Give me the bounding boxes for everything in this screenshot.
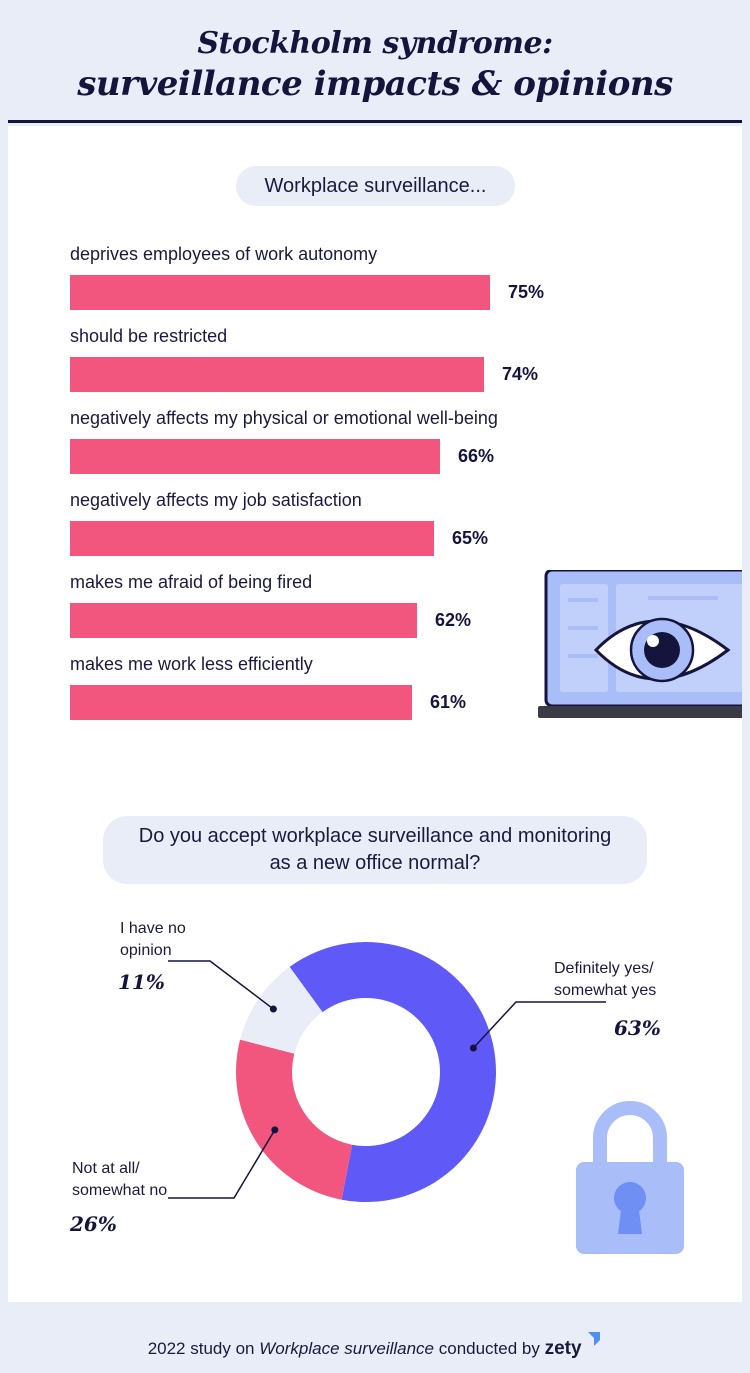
bar-value-label: 62% <box>435 610 472 630</box>
bar <box>70 521 434 556</box>
donut-slice-no <box>236 1039 353 1200</box>
footer-prefix: 2022 study on <box>147 1339 260 1358</box>
bar-chart-heading: Workplace surveillance... <box>236 166 515 206</box>
leader-dot <box>271 1126 279 1134</box>
donut-chart <box>168 942 606 1202</box>
donut-label-no-opinion: I have no opinion <box>120 918 186 962</box>
donut-value-yes: 63% <box>614 1016 661 1040</box>
leader-line <box>168 960 274 1010</box>
bar-label: negatively affects my job satisfaction <box>70 490 362 510</box>
footer: 2022 study on Workplace surveillance con… <box>0 1330 750 1360</box>
donut-label-yes: Definitely yes/ somewhat yes <box>554 958 656 1002</box>
bar <box>70 439 440 474</box>
donut-slice-yes <box>289 942 496 1202</box>
footer-suffix: conducted by <box>434 1339 545 1358</box>
content-panel: Workplace surveillance... deprives emplo… <box>8 126 742 1302</box>
donut-question: Do you accept workplace surveillance and… <box>103 816 647 884</box>
header: Stockholm syndrome: surveillance impacts… <box>8 8 742 116</box>
slice-label-line-2: somewhat yes <box>554 982 657 999</box>
donut-value-no: 26% <box>70 1212 117 1236</box>
bar-value-label: 66% <box>458 446 495 466</box>
zety-logo-icon <box>588 1332 601 1346</box>
header-divider <box>8 120 742 123</box>
bar <box>70 275 490 310</box>
footer-study-name: Workplace surveillance <box>259 1339 435 1358</box>
laptop-eye-icon <box>538 570 742 718</box>
donut-value-no-opinion: 11% <box>118 970 165 994</box>
padlock-icon <box>576 1101 684 1254</box>
donut-label-no: Not at all/ somewhat no <box>72 1158 167 1202</box>
slice-label-line-2: somewhat no <box>72 1182 168 1199</box>
bar <box>70 357 484 392</box>
leader-line <box>472 1001 606 1049</box>
bar-label: makes me afraid of being fired <box>70 572 313 592</box>
slice-label-line-1: Not at all/ <box>72 1160 140 1177</box>
leader-dot <box>269 1005 277 1013</box>
bar-value-label: 74% <box>502 364 539 384</box>
bar-label: negatively affects my physical or emotio… <box>70 408 498 428</box>
donut-slice-no-opinion <box>240 966 323 1054</box>
leader-line <box>168 1129 276 1199</box>
bar-label: makes me work less efficiently <box>70 654 313 674</box>
title-line-2: surveillance impacts & opinions <box>77 64 673 104</box>
question-line-2: as a new office normal? <box>269 852 481 874</box>
leader-dot <box>469 1044 477 1052</box>
bar-value-label: 65% <box>452 528 489 548</box>
zety-brand: zety <box>544 1338 582 1359</box>
bar-label: should be restricted <box>70 326 228 346</box>
slice-label-line-2: opinion <box>120 942 172 959</box>
slice-label-line-1: I have no <box>120 920 186 937</box>
question-line-1: Do you accept workplace surveillance and… <box>138 825 612 847</box>
bar-value-label: 75% <box>508 282 545 302</box>
title-line-1: Stockholm syndrome: <box>197 26 553 61</box>
bar <box>70 603 417 638</box>
bar-label: deprives employees of work autonomy <box>70 244 378 264</box>
bar-value-label: 61% <box>430 692 467 712</box>
slice-label-line-1: Definitely yes/ <box>554 960 654 977</box>
bar <box>70 685 412 720</box>
